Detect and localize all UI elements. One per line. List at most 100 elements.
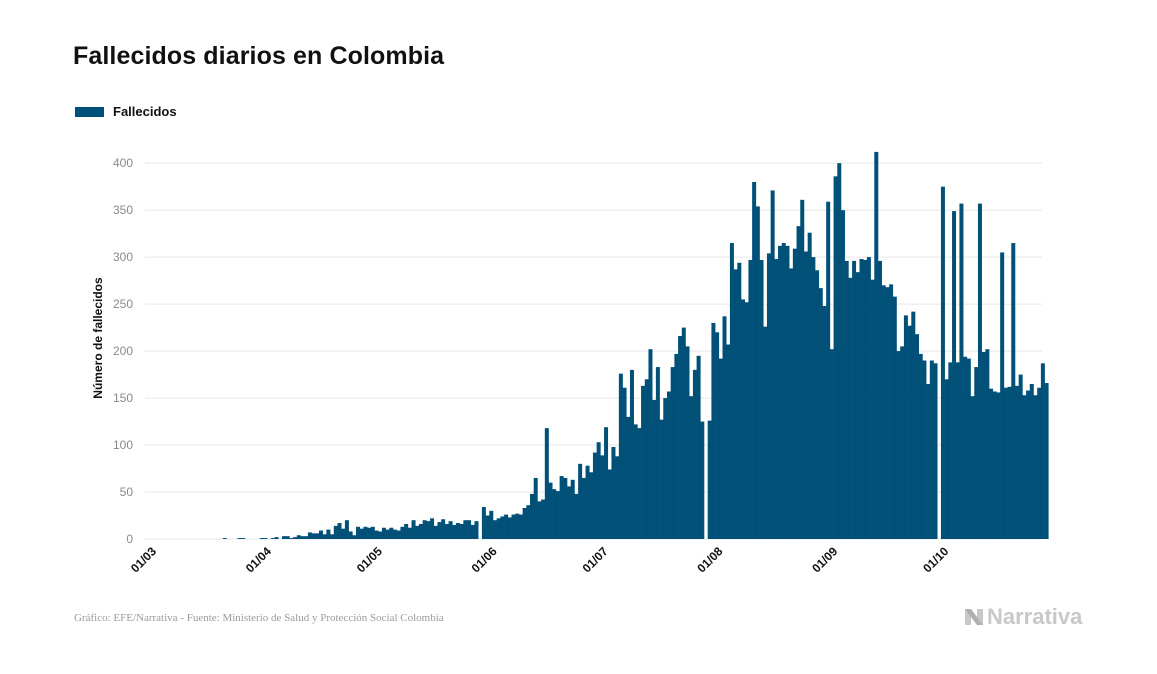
legend-swatch bbox=[75, 106, 104, 117]
bar bbox=[866, 257, 871, 539]
bar bbox=[1029, 383, 1034, 539]
y-tick-label: 0 bbox=[126, 532, 133, 546]
bar bbox=[237, 538, 242, 539]
bar bbox=[944, 379, 949, 539]
bar bbox=[977, 203, 982, 539]
bar bbox=[837, 163, 842, 539]
bar bbox=[741, 299, 746, 539]
bar bbox=[1018, 374, 1023, 539]
bar bbox=[922, 360, 927, 539]
bar bbox=[737, 262, 742, 539]
bar bbox=[530, 493, 535, 539]
y-tick-label: 200 bbox=[113, 344, 133, 358]
bar bbox=[644, 379, 649, 539]
narrativa-logo-icon bbox=[965, 609, 983, 625]
bar bbox=[533, 477, 538, 539]
bar bbox=[670, 367, 675, 539]
bar bbox=[470, 524, 475, 539]
bar bbox=[607, 469, 612, 539]
bar bbox=[648, 349, 653, 539]
bar bbox=[552, 489, 557, 539]
bar bbox=[537, 501, 542, 539]
bar bbox=[1022, 395, 1027, 539]
bar bbox=[459, 523, 464, 539]
bar bbox=[563, 477, 568, 539]
bar bbox=[585, 465, 590, 539]
bar bbox=[974, 367, 979, 539]
bar bbox=[818, 288, 823, 539]
bar bbox=[400, 526, 405, 539]
bar bbox=[848, 277, 853, 539]
bar bbox=[718, 358, 723, 539]
bar bbox=[833, 176, 838, 539]
y-tick-label: 100 bbox=[113, 438, 133, 452]
x-tick-label: 01/08 bbox=[694, 544, 725, 575]
bar bbox=[674, 353, 679, 539]
bar bbox=[485, 515, 490, 539]
bar bbox=[681, 327, 686, 539]
bar bbox=[874, 151, 879, 539]
bar bbox=[1000, 252, 1005, 539]
bar bbox=[615, 456, 620, 539]
bar bbox=[567, 486, 572, 539]
bar bbox=[926, 383, 931, 539]
bar bbox=[1014, 385, 1019, 539]
bar bbox=[296, 535, 301, 539]
bar bbox=[878, 260, 882, 539]
bar bbox=[963, 356, 968, 539]
bar bbox=[241, 538, 246, 539]
bar bbox=[381, 527, 386, 539]
bar bbox=[692, 369, 697, 539]
bar bbox=[729, 243, 734, 540]
bar bbox=[489, 510, 494, 539]
bar bbox=[892, 296, 897, 539]
bar bbox=[752, 181, 757, 540]
bar bbox=[896, 351, 901, 539]
bar bbox=[659, 419, 664, 539]
bar bbox=[770, 190, 775, 539]
bar bbox=[396, 530, 401, 539]
bar bbox=[696, 355, 701, 539]
bar bbox=[789, 268, 794, 539]
y-tick-label: 150 bbox=[113, 391, 133, 405]
bar bbox=[881, 285, 886, 539]
bar bbox=[826, 201, 831, 539]
bar bbox=[422, 520, 427, 539]
bar bbox=[507, 517, 512, 539]
bar bbox=[855, 272, 860, 539]
bar bbox=[500, 516, 505, 539]
bar bbox=[907, 325, 912, 539]
bar bbox=[755, 206, 760, 539]
bar bbox=[1007, 386, 1012, 539]
bar bbox=[589, 472, 594, 539]
bar bbox=[333, 525, 338, 539]
bar bbox=[259, 538, 264, 539]
y-axis-label: Número de fallecidos bbox=[91, 277, 105, 399]
x-tick-label: 01/10 bbox=[920, 544, 951, 575]
bar bbox=[326, 529, 331, 539]
bar bbox=[800, 199, 805, 539]
bar bbox=[511, 514, 516, 539]
bar bbox=[322, 534, 327, 539]
bar bbox=[840, 210, 845, 539]
bar bbox=[441, 519, 446, 539]
bar bbox=[992, 391, 997, 539]
bar bbox=[293, 537, 298, 539]
bar bbox=[796, 226, 801, 539]
bar bbox=[989, 388, 994, 539]
bar bbox=[467, 520, 472, 539]
bar bbox=[744, 302, 749, 539]
bar bbox=[474, 521, 479, 539]
bar bbox=[1003, 387, 1008, 539]
bar bbox=[929, 360, 934, 539]
bar bbox=[781, 243, 786, 540]
bar bbox=[359, 528, 364, 539]
bar bbox=[389, 527, 394, 539]
source-note: Gráfico: EFE/Narrativa - Fuente: Ministe… bbox=[74, 612, 444, 624]
bar bbox=[785, 245, 790, 539]
bar bbox=[715, 332, 720, 539]
bar bbox=[985, 349, 990, 539]
bar bbox=[959, 203, 964, 539]
bar bbox=[915, 334, 920, 539]
bar bbox=[666, 391, 671, 539]
